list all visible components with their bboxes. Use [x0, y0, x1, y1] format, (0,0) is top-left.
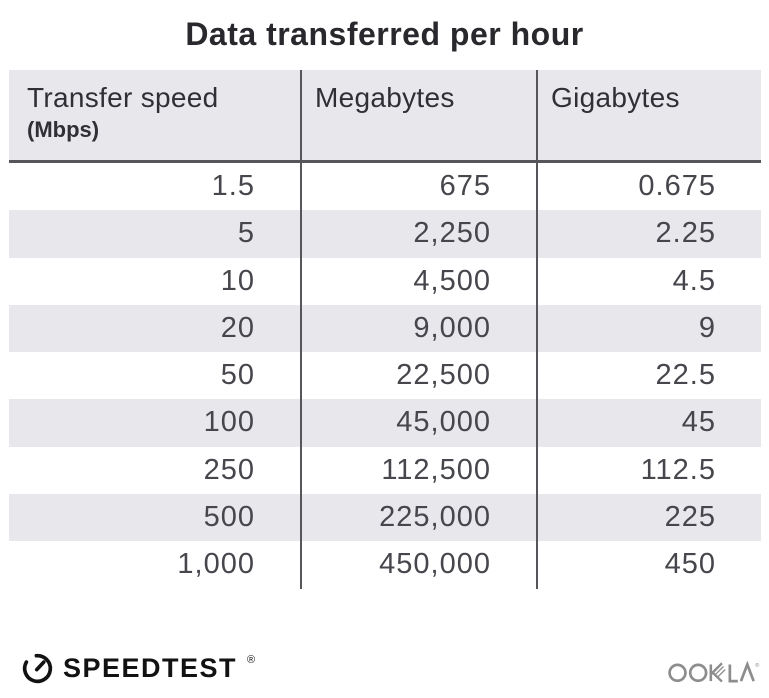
table-row: 10 4,500 4.5 [9, 257, 761, 305]
table-row: 50 22,500 22.5 [9, 352, 761, 400]
table-cell: 450,000 [302, 541, 538, 589]
table-cell: 5 [9, 210, 302, 258]
table-body: 1.5 675 0.675 5 2,250 2.25 10 4,500 4.5 20 9,000 9 5… [9, 163, 761, 589]
column-header-megabytes: Megabytes [302, 70, 538, 160]
table-row: 500 225,000 225 [9, 494, 761, 542]
table-cell: 45,000 [302, 399, 538, 447]
table-cell: 1,000 [9, 541, 302, 589]
table-cell: 112,500 [302, 446, 538, 495]
table-cell: 2,250 [302, 210, 538, 258]
column-header-sublabel: (Mbps) [27, 117, 100, 142]
speedometer-gauge-icon [22, 653, 53, 684]
table-cell: 9 [698, 311, 716, 344]
speedtest-wordmark: SPEEDTEST [63, 653, 238, 683]
table-row: 20 9,000 9 [9, 304, 761, 353]
table-row: 1,000 450,000 450 [9, 541, 761, 589]
table-cell: 20 [9, 304, 302, 353]
speedtest-logo: SPEEDTEST ® [21, 652, 255, 685]
ookla-logo: ® [668, 660, 760, 689]
page-title: Data transferred per hour [185, 16, 584, 52]
column-header-label: Gigabytes [551, 82, 680, 113]
data-table: Transfer speed (Mbps) Megabytes Gigabyte… [9, 70, 761, 589]
table-row: 100 45,000 45 [9, 399, 761, 447]
ookla-wordmark: ® [668, 660, 759, 683]
column-header-label: Transfer speed [27, 82, 219, 113]
table-cell: 1.5 [9, 163, 302, 211]
table-row: 1.5 675 0.675 [9, 163, 761, 211]
title-bar: Data transferred per hour [0, 16, 769, 53]
table-cell: 9,000 [302, 304, 538, 353]
table-cell: 22,500 [302, 352, 538, 400]
table-cell: 22.5 [655, 359, 716, 392]
table-header-row: Transfer speed (Mbps) Megabytes Gigabyte… [9, 70, 761, 163]
table-cell: 50 [9, 352, 302, 400]
table-cell: 45 [681, 406, 716, 439]
table-cell: 2.25 [655, 217, 716, 250]
table-cell: 225 [664, 501, 716, 534]
column-header-transfer-speed: Transfer speed (Mbps) [9, 70, 302, 160]
table-cell: 0.675 [638, 170, 716, 202]
column-header-label: Megabytes [315, 82, 455, 113]
table-cell: 225,000 [302, 494, 538, 542]
registered-trademark-icon: ® [247, 653, 256, 666]
table-cell: 500 [9, 494, 302, 542]
table-cell: 4,500 [302, 257, 538, 305]
registered-trademark-icon: ® [755, 662, 759, 669]
column-header-gigabytes: Gigabytes [538, 70, 761, 160]
table-cell: 450 [664, 548, 716, 581]
table-cell: 4.5 [672, 264, 716, 297]
table-row: 5 2,250 2.25 [9, 210, 761, 258]
table-cell: 10 [9, 257, 302, 305]
table-cell: 675 [302, 163, 538, 211]
table-cell: 112.5 [640, 453, 716, 486]
table-cell: 100 [9, 399, 302, 447]
table-row: 250 112,500 112.5 [9, 446, 761, 495]
table-cell: 250 [9, 446, 302, 495]
